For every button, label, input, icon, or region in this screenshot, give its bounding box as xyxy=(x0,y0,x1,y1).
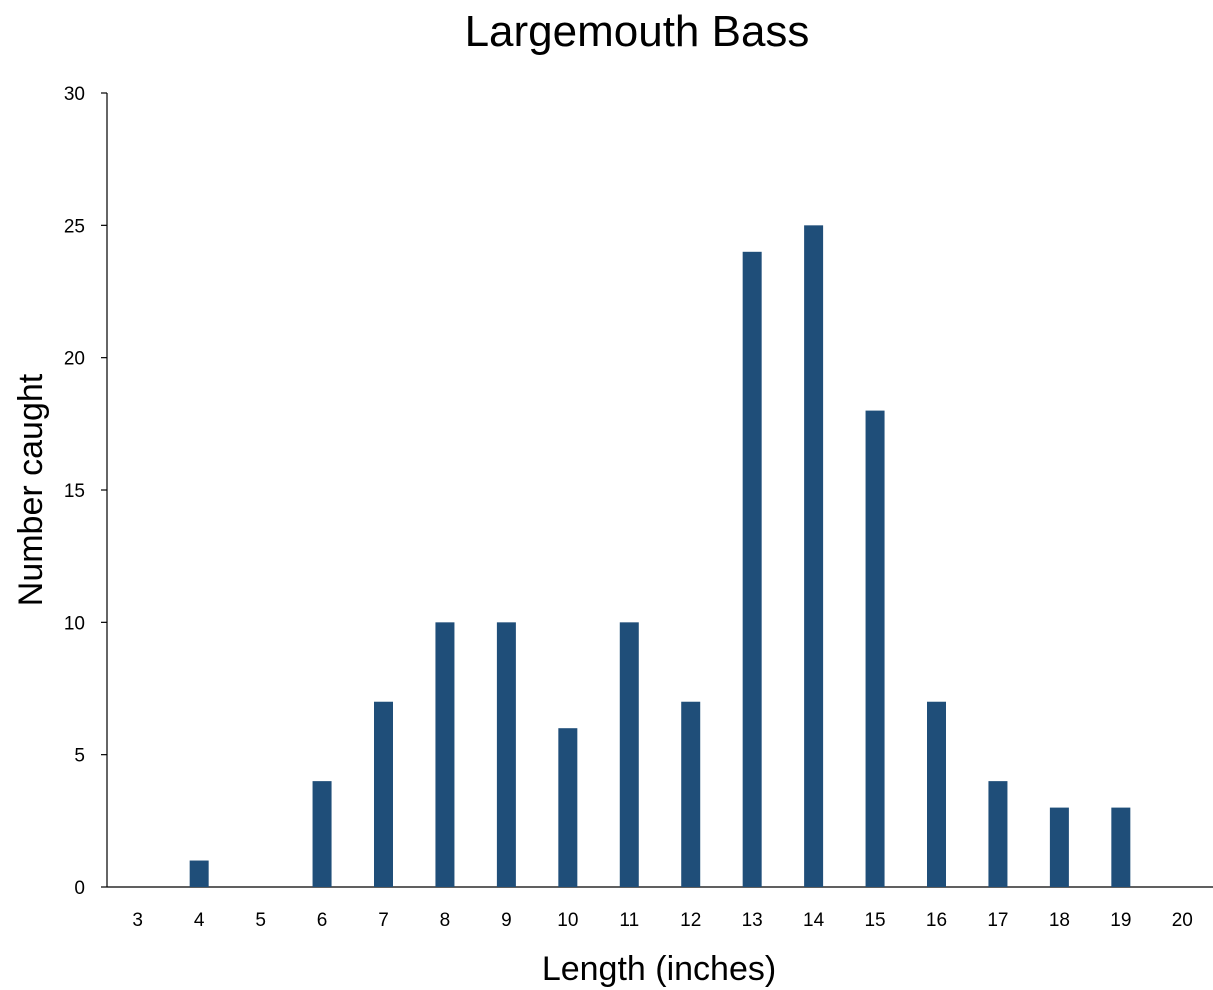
y-tick-label: 10 xyxy=(64,613,85,634)
bar-7 xyxy=(374,701,393,887)
x-tick-label: 9 xyxy=(501,910,512,931)
x-tick-label: 16 xyxy=(926,910,947,931)
x-tick-label: 14 xyxy=(803,910,825,931)
chart-title: Largemouth Bass xyxy=(465,7,810,56)
y-tick-label: 0 xyxy=(74,878,85,899)
x-tick-label: 7 xyxy=(378,910,389,931)
x-tick-label: 11 xyxy=(619,910,639,931)
x-tick-label: 13 xyxy=(742,910,763,931)
bar-10 xyxy=(558,728,578,887)
x-tick-label: 4 xyxy=(194,910,205,931)
x-tick-label: 3 xyxy=(132,910,143,931)
x-tick-label: 8 xyxy=(440,910,451,931)
x-tick-label: 5 xyxy=(255,910,266,931)
bar-19 xyxy=(1111,807,1131,887)
bar-13 xyxy=(742,251,762,888)
y-tick-label: 20 xyxy=(64,349,85,370)
x-axis-label: Length (inches) xyxy=(542,950,776,988)
x-tick-label: 19 xyxy=(1110,910,1131,931)
bar-12 xyxy=(681,701,701,887)
bar-4 xyxy=(189,860,209,887)
x-tick-label: 18 xyxy=(1049,910,1070,931)
bar-9 xyxy=(496,622,516,887)
bar-6 xyxy=(312,781,332,887)
bar-8 xyxy=(435,622,455,887)
bar-18 xyxy=(1049,807,1069,887)
x-tick-label: 10 xyxy=(557,910,578,931)
bar-15 xyxy=(865,410,885,887)
x-tick-label: 12 xyxy=(680,910,701,931)
bar-11 xyxy=(619,622,639,887)
y-tick-label: 30 xyxy=(64,84,85,105)
y-axis-label: Number caught xyxy=(12,373,50,606)
x-tick-label: 15 xyxy=(864,910,885,931)
y-tick-label: 15 xyxy=(64,481,85,502)
bar-14 xyxy=(804,225,824,888)
y-axis: 0 5 10 15 20 25 30 xyxy=(64,84,108,899)
x-tick-label: 17 xyxy=(987,910,1008,931)
x-tick-label: 6 xyxy=(317,910,328,931)
bars xyxy=(189,225,1131,888)
y-tick-label: 5 xyxy=(74,746,85,767)
bar-16 xyxy=(927,701,946,887)
x-axis: 3 4 5 6 7 8 9 10 11 12 13 14 15 16 17 18 19 20 xyxy=(107,886,1213,931)
y-tick-label: 25 xyxy=(64,216,85,237)
x-tick-label: 20 xyxy=(1172,910,1193,931)
bar-17 xyxy=(988,781,1008,887)
